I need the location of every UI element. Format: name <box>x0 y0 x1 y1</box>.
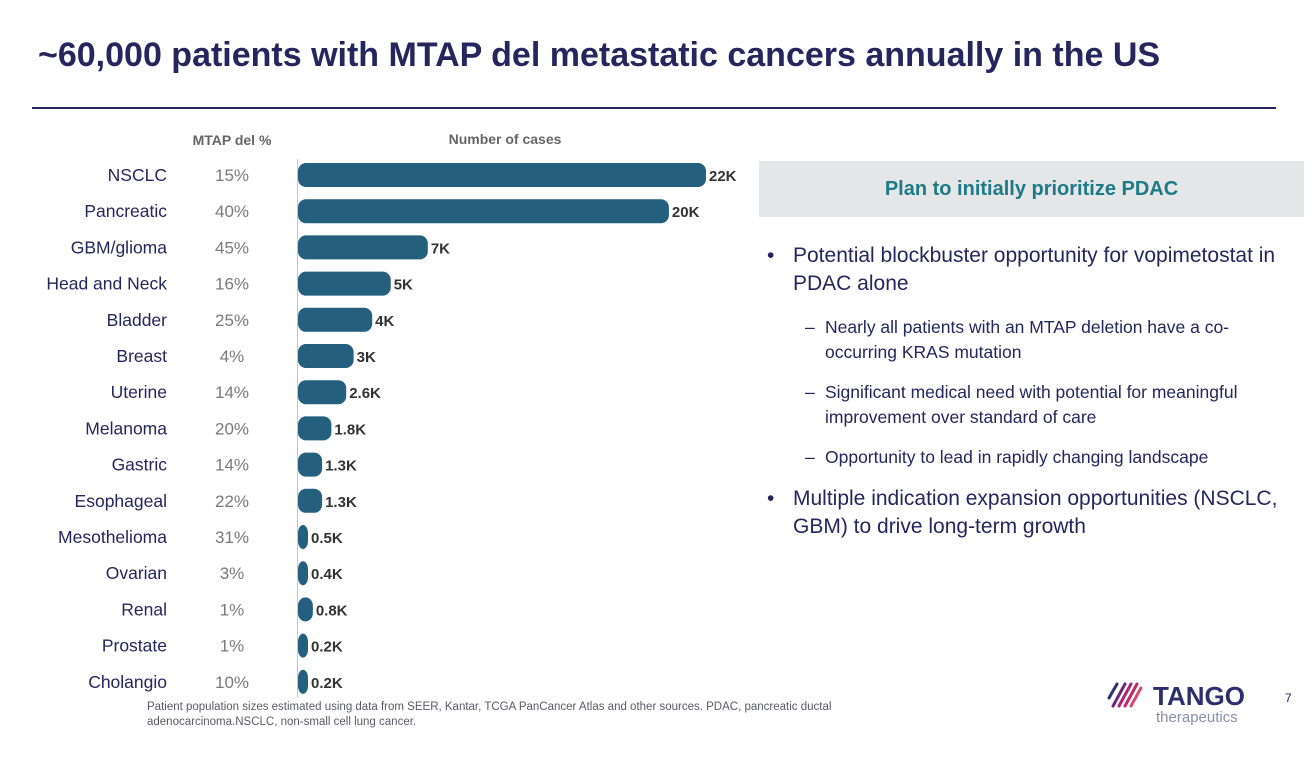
data-label: 4K <box>375 313 394 330</box>
bullet-item: • Potential blockbuster opportunity for … <box>767 242 1287 298</box>
data-label: 2.6K <box>349 385 381 402</box>
mtap-del-column-header: MTAP del % <box>193 132 272 148</box>
priority-panel-title: Plan to initially prioritize PDAC <box>884 177 1179 200</box>
bar <box>298 452 323 477</box>
data-label: 1.3K <box>325 458 357 475</box>
data-label: 22K <box>709 168 737 185</box>
category-label: Prostate <box>102 636 167 656</box>
data-label: 0.8K <box>316 602 348 619</box>
footnote: Patient population sizes estimated using… <box>147 701 832 728</box>
mtap-del-pct: 1% <box>220 600 245 619</box>
category-label: GBM/glioma <box>71 237 168 257</box>
bar <box>298 669 308 694</box>
bar <box>298 488 323 513</box>
data-label: 1.3K <box>325 494 357 511</box>
bullet-marker: • <box>767 487 775 510</box>
sub-bullet-text: Significant medical need with potential … <box>825 382 1238 427</box>
cases-bar-chart: MTAP del % Number of cases NSCLC 15% 22K Pa… <box>46 131 737 698</box>
data-label: 0.4K <box>311 566 343 583</box>
data-label: 7K <box>431 240 450 257</box>
category-label: Renal <box>121 599 167 619</box>
tango-logo-mark-icon <box>1107 682 1143 708</box>
bar <box>298 561 308 586</box>
mtap-del-pct: 25% <box>215 311 249 330</box>
bullet-item: • Multiple indication expansion opportun… <box>767 485 1287 541</box>
category-label: Mesothelioma <box>58 527 167 547</box>
bar <box>298 633 308 658</box>
tango-logo-sub: therapeutics <box>1156 709 1238 725</box>
category-label: Pancreatic <box>84 201 167 221</box>
mtap-del-pct: 40% <box>215 202 249 221</box>
bar <box>298 199 669 224</box>
bar <box>298 307 373 332</box>
category-label: Melanoma <box>85 418 167 438</box>
sub-bullet-text: Opportunity to lead in rapidly changing … <box>825 447 1209 467</box>
tango-logo-name: TANGO <box>1153 681 1245 711</box>
bullet-text: Multiple indication expansion opportunit… <box>793 487 1278 538</box>
sub-bullet-item: – Opportunity to lead in rapidly changin… <box>767 445 1287 470</box>
mtap-del-pct: 14% <box>215 456 249 475</box>
page-number: 7 <box>1285 691 1292 705</box>
bar <box>298 525 308 549</box>
cases-axis-label: Number of cases <box>449 131 562 147</box>
bullet-list: • Potential blockbuster opportunity for … <box>767 242 1287 558</box>
sub-bullet-marker: – <box>805 317 815 337</box>
mtap-del-pct: 45% <box>215 238 249 257</box>
sub-bullet-text: Nearly all patients with an MTAP deletio… <box>825 317 1230 362</box>
category-label: NSCLC <box>108 165 167 185</box>
page-title: ~60,000 patients with MTAP del metastati… <box>38 36 1161 74</box>
tango-logo: TANGO therapeutics <box>1107 681 1245 725</box>
data-label: 0.2K <box>311 675 343 692</box>
bar <box>298 163 706 187</box>
category-label: Uterine <box>111 382 167 402</box>
bullet-text: Potential blockbuster opportunity for vo… <box>793 244 1276 295</box>
data-label: 0.5K <box>311 530 343 547</box>
category-label: Ovarian <box>106 563 167 583</box>
mtap-del-pct: 14% <box>215 383 249 402</box>
bar <box>298 344 354 368</box>
bar <box>298 235 428 260</box>
category-label: Cholangio <box>88 672 167 692</box>
mtap-del-pct: 16% <box>215 275 249 294</box>
data-label: 20K <box>672 204 700 221</box>
mtap-del-pct: 10% <box>215 673 249 692</box>
mtap-del-pct: 31% <box>215 528 249 547</box>
category-label: Head and Neck <box>46 274 167 294</box>
data-label: 5K <box>394 277 413 294</box>
bar <box>298 416 332 441</box>
sub-bullet-item: – Significant medical need with potentia… <box>767 380 1287 430</box>
title-divider <box>32 107 1276 109</box>
data-label: 1.8K <box>334 421 366 438</box>
category-label: Gastric <box>112 455 168 475</box>
category-label: Esophageal <box>75 491 167 511</box>
mtap-del-pct: 3% <box>220 564 245 583</box>
bar <box>298 271 391 296</box>
mtap-del-pct: 1% <box>220 637 245 656</box>
mtap-del-pct: 4% <box>220 347 245 366</box>
sub-bullet-item: – Nearly all patients with an MTAP delet… <box>767 315 1287 365</box>
priority-panel-header: Plan to initially prioritize PDAC <box>759 161 1304 217</box>
mtap-del-pct: 15% <box>215 166 249 185</box>
data-label: 3K <box>357 349 376 366</box>
category-label: Breast <box>116 346 167 366</box>
data-label: 0.2K <box>311 639 343 656</box>
sub-bullet-marker: – <box>805 382 815 402</box>
bullet-marker: • <box>767 244 775 267</box>
sub-bullet-marker: – <box>805 447 815 467</box>
bar <box>298 597 313 622</box>
bar <box>298 380 347 405</box>
category-label: Bladder <box>107 310 167 330</box>
mtap-del-pct: 22% <box>215 492 249 511</box>
mtap-del-pct: 20% <box>215 419 249 438</box>
